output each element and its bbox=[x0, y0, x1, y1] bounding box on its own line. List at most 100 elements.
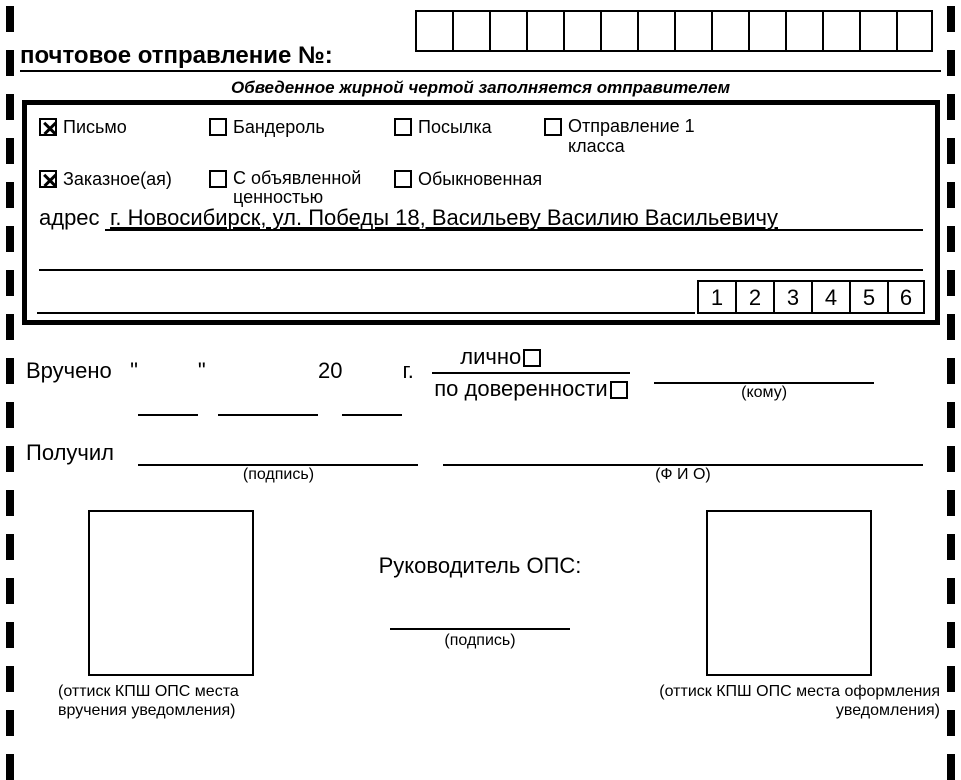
tracking-cell[interactable] bbox=[637, 10, 674, 52]
mail-type-label: С объявленной ценностью bbox=[233, 169, 363, 209]
delivered-label: Вручено bbox=[26, 358, 112, 383]
delivery-personally-label: лично bbox=[460, 344, 521, 369]
quote-close: " bbox=[198, 358, 206, 383]
edge-dash bbox=[947, 6, 955, 32]
address-label: адрес bbox=[39, 205, 100, 230]
address-underline-2 bbox=[39, 269, 923, 271]
signature-caption: (подпись) bbox=[138, 466, 418, 484]
edge-dash bbox=[6, 94, 14, 120]
edge-dash bbox=[6, 226, 14, 252]
edge-dash bbox=[6, 534, 14, 560]
delivery-year-field[interactable] bbox=[342, 414, 402, 416]
mail-type-option[interactable]: Бандероль bbox=[209, 117, 394, 138]
tracking-cell[interactable] bbox=[526, 10, 563, 52]
tracking-cell[interactable] bbox=[563, 10, 600, 52]
stamp-issue-caption: (оттиск КПШ ОПС места оформления уведомл… bbox=[640, 682, 940, 720]
komu-caption: (кому) bbox=[654, 384, 874, 402]
checkbox-icon[interactable] bbox=[39, 118, 57, 136]
mail-type-option[interactable]: Отправление 1 класса bbox=[544, 117, 744, 157]
edge-dash bbox=[6, 138, 14, 164]
ops-head-signature-field[interactable] bbox=[390, 628, 570, 630]
tracking-cell[interactable] bbox=[785, 10, 822, 52]
edge-dash bbox=[6, 666, 14, 692]
tracking-cell[interactable] bbox=[822, 10, 859, 52]
checkbox-icon[interactable] bbox=[209, 118, 227, 136]
tracking-cell[interactable] bbox=[748, 10, 785, 52]
edge-dash bbox=[947, 402, 955, 428]
edge-dash bbox=[6, 710, 14, 736]
delivery-personally-checkbox[interactable] bbox=[523, 349, 541, 367]
tracking-cell[interactable] bbox=[489, 10, 526, 52]
delivery-proxy-label: по доверенности bbox=[434, 376, 607, 401]
index-cell[interactable]: 3 bbox=[773, 280, 811, 314]
checkbox-icon[interactable] bbox=[39, 170, 57, 188]
edge-dash bbox=[947, 358, 955, 384]
edge-dash bbox=[6, 490, 14, 516]
index-cell[interactable]: 5 bbox=[849, 280, 887, 314]
tracking-cell[interactable] bbox=[452, 10, 489, 52]
ops-head-label: Руководитель ОПС: bbox=[350, 553, 610, 579]
edge-dash bbox=[6, 622, 14, 648]
index-cell[interactable]: 1 bbox=[697, 280, 735, 314]
index-baseline bbox=[37, 312, 695, 314]
edge-dash bbox=[6, 270, 14, 296]
edge-dash bbox=[947, 710, 955, 736]
mail-type-row1: Письмо БандерольПосылка Отправление 1 клас… bbox=[39, 117, 923, 157]
tracking-cell[interactable] bbox=[600, 10, 637, 52]
edge-dash bbox=[947, 578, 955, 604]
tracking-cell[interactable] bbox=[674, 10, 711, 52]
checkbox-icon[interactable] bbox=[544, 118, 562, 136]
checkbox-icon[interactable] bbox=[394, 170, 412, 188]
mail-type-option[interactable]: С объявленной ценностью bbox=[209, 169, 394, 209]
mail-type-row2: Заказное(ая) С объявленной ценностью Обыкн… bbox=[39, 169, 923, 209]
tracking-cell[interactable] bbox=[896, 10, 933, 52]
sender-instruction: Обведенное жирной чертой заполняется отп… bbox=[0, 78, 961, 98]
mail-type-option[interactable]: Заказное(ая) bbox=[39, 169, 209, 190]
edge-dash bbox=[947, 622, 955, 648]
index-cell[interactable]: 2 bbox=[735, 280, 773, 314]
index-cell[interactable]: 4 bbox=[811, 280, 849, 314]
mail-type-option[interactable]: Посылка bbox=[394, 117, 544, 138]
mailing-number-label: почтовое отправление №: bbox=[20, 42, 333, 70]
edge-dash bbox=[6, 182, 14, 208]
header-underline bbox=[20, 70, 941, 72]
delivery-day-field[interactable] bbox=[138, 414, 198, 416]
mail-type-label: Обыкновенная bbox=[418, 169, 542, 190]
quote-open: " bbox=[130, 358, 138, 383]
sender-box: Письмо БандерольПосылка Отправление 1 клас… bbox=[22, 100, 940, 325]
tracking-cell[interactable] bbox=[711, 10, 748, 52]
edge-dash bbox=[947, 182, 955, 208]
edge-dash bbox=[947, 490, 955, 516]
fio-caption: (Ф И О) bbox=[443, 466, 923, 484]
mail-type-option[interactable]: Письмо bbox=[39, 117, 209, 138]
century-label: 20 bbox=[318, 358, 342, 383]
edge-dash bbox=[947, 534, 955, 560]
checkbox-icon[interactable] bbox=[209, 170, 227, 188]
edge-dash bbox=[947, 94, 955, 120]
tracking-cell[interactable] bbox=[415, 10, 452, 52]
mail-type-label: Письмо bbox=[63, 117, 127, 138]
edge-dash bbox=[947, 226, 955, 252]
stamp-delivery-box bbox=[88, 510, 254, 676]
edge-dash bbox=[6, 446, 14, 472]
mail-type-option[interactable]: Обыкновенная bbox=[394, 169, 594, 190]
edge-dash bbox=[947, 50, 955, 76]
mail-type-label: Отправление 1 класса bbox=[568, 117, 698, 157]
stamp-delivery-caption: (оттиск КПШ ОПС места вручения уведомлен… bbox=[58, 682, 288, 720]
year-suffix: г. bbox=[402, 358, 413, 383]
address-text: г. Новосибирск, ул. Победы 18, Васильеву… bbox=[110, 205, 778, 230]
edge-dash bbox=[6, 754, 14, 780]
delivery-proxy-checkbox[interactable] bbox=[610, 381, 628, 399]
edge-dash bbox=[947, 138, 955, 164]
checkbox-icon[interactable] bbox=[394, 118, 412, 136]
edge-dash bbox=[947, 314, 955, 340]
index-strip: 123456 bbox=[37, 280, 925, 314]
mail-type-label: Заказное(ая) bbox=[63, 169, 172, 190]
delivery-month-field[interactable] bbox=[218, 414, 318, 416]
postal-index-cells[interactable]: 123456 bbox=[697, 280, 925, 314]
tracking-cell[interactable] bbox=[859, 10, 896, 52]
postal-form-page: почтовое отправление №: Обведенное жирно… bbox=[0, 0, 961, 762]
index-cell[interactable]: 6 bbox=[887, 280, 925, 314]
edge-dash bbox=[947, 754, 955, 780]
tracking-number-cells[interactable] bbox=[415, 10, 933, 52]
